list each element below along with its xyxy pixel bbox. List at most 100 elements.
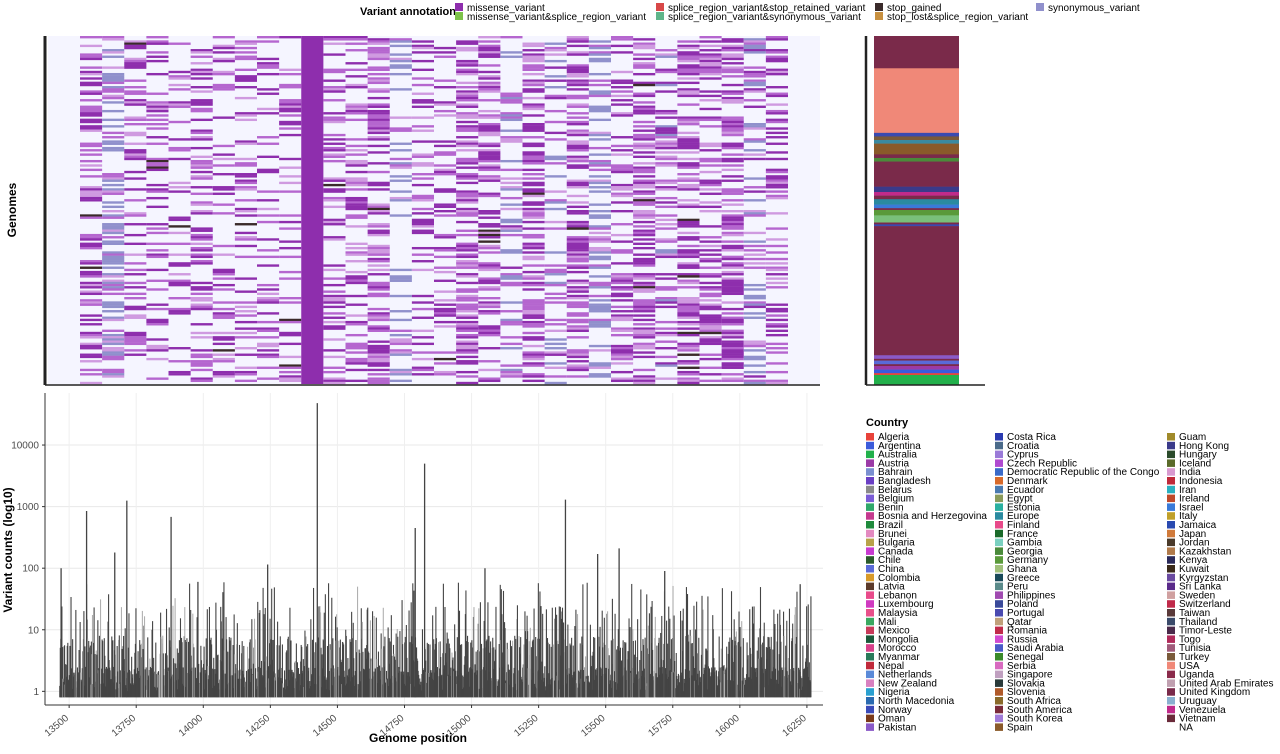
heatmap-cell (212, 268, 235, 272)
heatmap-cell (146, 166, 169, 169)
country-strip-segment (874, 224, 959, 227)
heatmap-cell (456, 199, 479, 202)
heatmap-cell (434, 203, 457, 206)
heatmap-cell (743, 316, 766, 319)
heatmap-cell (102, 351, 125, 354)
heatmap-cell (212, 316, 235, 319)
heatmap-cell (80, 242, 103, 245)
country-legend-label-cyprus: Cyprus (1007, 450, 1039, 461)
heatmap-cell (102, 175, 125, 178)
heatmap-cell (721, 223, 744, 226)
heatmap-cell (102, 373, 125, 376)
heatmap-cell (80, 299, 103, 302)
heatmap-cell (102, 216, 125, 219)
heatmap-cell (721, 188, 744, 191)
heatmap-cell (633, 192, 656, 195)
country-legend-label-united-arab-emirates: United Arab Emirates (1179, 678, 1274, 689)
heatmap-cell (611, 327, 634, 330)
heatmap-cell (257, 92, 280, 95)
country-legend-swatch-kuwait (1167, 565, 1175, 573)
heatmap-cell (566, 255, 589, 259)
heatmap-cell (566, 164, 589, 167)
heatmap-cell (323, 218, 346, 222)
heatmap-cell (389, 370, 412, 374)
heatmap-cell (411, 199, 434, 202)
heatmap-cell (743, 342, 766, 346)
heatmap-cell (80, 188, 103, 191)
heatmap-cell (80, 318, 103, 322)
heatmap-cell (699, 257, 722, 261)
heatmap-cell (721, 366, 744, 369)
country-legend-swatch-mexico (866, 626, 874, 635)
heatmap-cell (234, 55, 257, 58)
heatmap-cell (765, 181, 788, 185)
heatmap-cell (411, 316, 434, 319)
heatmap-cell (544, 264, 567, 267)
heatmap-cell (655, 238, 678, 241)
heatmap-cell (743, 38, 766, 41)
heatmap-cell (456, 114, 479, 117)
heatmap-cell (124, 262, 147, 265)
heatmap-cell (522, 55, 545, 58)
country-legend-swatch-france (995, 529, 1003, 538)
heatmap-cell (80, 99, 103, 102)
heatmap-cell (566, 225, 589, 228)
heatmap-cell (456, 90, 479, 93)
heatmap-cell (611, 240, 634, 243)
heatmap-cell (699, 49, 722, 52)
country-legend-swatch-south-africa (995, 697, 1003, 705)
heatmap-cell (566, 66, 589, 69)
heatmap-cell (146, 162, 169, 165)
heatmap-cell (456, 275, 479, 278)
heatmap-cell (102, 72, 125, 76)
heatmap-cell (721, 123, 744, 126)
heatmap-cell (522, 157, 545, 161)
heatmap-cell (611, 201, 634, 204)
heatmap-cell (655, 214, 678, 217)
heatmap-cell (411, 59, 434, 63)
heatmap-cell (677, 303, 700, 306)
heatmap-cell (611, 305, 634, 309)
heatmap-cell (345, 277, 368, 280)
heatmap-cell (124, 314, 147, 317)
heatmap-cell (279, 181, 302, 185)
country-legend-swatch-sweden (1167, 591, 1175, 599)
heatmap-cell (411, 164, 434, 167)
heatmap-cell (279, 36, 302, 39)
heatmap-cell (102, 192, 125, 195)
country-legend-swatch-mongolia (866, 635, 874, 643)
heatmap-cell (633, 142, 656, 145)
heatmap-cell (699, 323, 722, 326)
heatmap-cell (80, 199, 103, 202)
heatmap-cell (765, 136, 788, 139)
heatmap-cell (743, 44, 766, 48)
heatmap-cell (367, 181, 390, 185)
heatmap-cell (478, 360, 501, 363)
heatmap-cell (190, 49, 213, 52)
heatmap-cell (456, 351, 479, 354)
heatmap-cell (478, 236, 501, 239)
heatmap-cell (721, 125, 744, 128)
heatmap-cell (566, 305, 589, 309)
heatmap-cell (544, 155, 567, 158)
heatmap-cell (743, 344, 766, 348)
heatmap-cell (434, 233, 457, 237)
country-strip-segment (874, 68, 959, 134)
heatmap-cell (633, 347, 656, 350)
heatmap-cell (633, 170, 656, 174)
heatmap-cell (456, 159, 479, 163)
heatmap-cell (677, 305, 700, 309)
heatmap-cell (168, 83, 191, 87)
heatmap-cell (611, 379, 634, 383)
heatmap-cell (500, 129, 523, 132)
heatmap-cell (544, 362, 567, 365)
heatmap-cell (168, 138, 191, 141)
heatmap-cell (80, 360, 103, 363)
heatmap-cell (456, 370, 479, 374)
heatmap-cell (611, 370, 634, 374)
heatmap-cell (699, 181, 722, 185)
heatmap-cell (234, 175, 257, 178)
heatmap-cell (367, 210, 390, 213)
heatmap-cell (611, 251, 634, 254)
heatmap-cell (212, 173, 235, 176)
